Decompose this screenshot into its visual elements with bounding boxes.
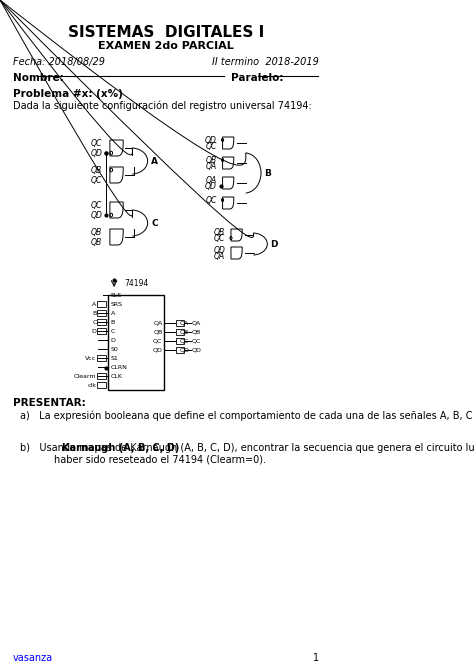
Bar — [109, 295, 164, 390]
Bar — [97, 355, 106, 361]
Text: QD: QD — [91, 149, 102, 157]
Text: QC: QC — [180, 338, 189, 344]
Bar — [176, 347, 184, 353]
Text: Problema #x: (x%): Problema #x: (x%) — [13, 89, 122, 99]
Text: vasanza: vasanza — [13, 653, 53, 663]
Text: QA: QA — [192, 320, 201, 326]
Text: Dada la siguiente configuración del registro universal 74194:: Dada la siguiente configuración del regi… — [13, 100, 311, 111]
Text: A: A — [92, 302, 97, 306]
Text: A: A — [151, 157, 158, 165]
Bar — [176, 338, 184, 344]
Text: II termino  2018-2019: II termino 2018-2019 — [212, 57, 319, 67]
Text: CLK: CLK — [110, 373, 123, 379]
Bar — [97, 328, 106, 334]
Bar — [97, 382, 106, 388]
Text: QC: QC — [206, 196, 217, 204]
Text: QD: QD — [205, 135, 217, 145]
Text: A: A — [110, 310, 115, 316]
Text: C: C — [92, 320, 97, 324]
Text: QB: QB — [206, 155, 217, 165]
Text: C: C — [110, 328, 115, 334]
Text: a)   La expresión booleana que define el comportamiento de cada una de las señal: a) La expresión booleana que define el c… — [19, 411, 474, 421]
Text: QA: QA — [206, 161, 217, 170]
Text: 1: 1 — [313, 653, 319, 663]
Bar — [97, 310, 106, 316]
Text: QD: QD — [153, 348, 163, 352]
Bar — [97, 301, 106, 307]
Text: QB: QB — [153, 330, 163, 334]
Text: QD: QD — [91, 210, 102, 220]
Text: QA: QA — [153, 320, 163, 326]
Text: QB: QB — [180, 330, 189, 334]
Text: Vcc: Vcc — [85, 356, 97, 360]
Text: B: B — [92, 310, 97, 316]
Text: Karnaugh (A, B, C, D): Karnaugh (A, B, C, D) — [62, 443, 179, 453]
Text: QB: QB — [214, 228, 225, 237]
Text: QB: QB — [91, 228, 102, 237]
Text: C: C — [151, 218, 158, 228]
Text: Paralelo:: Paralelo: — [231, 73, 287, 83]
Text: clk: clk — [88, 383, 97, 387]
Text: SISTEMAS  DIGITALES I: SISTEMAS DIGITALES I — [68, 25, 264, 40]
Text: QA: QA — [214, 251, 225, 261]
Text: CLRN: CLRN — [110, 364, 128, 369]
Text: b)   Usando mapas de Karnaugh (A, B, C, D), encontrar la secuencia que genera el: b) Usando mapas de Karnaugh (A, B, C, D)… — [19, 443, 474, 453]
Text: QC: QC — [91, 200, 102, 210]
Text: QD: QD — [213, 245, 225, 255]
Text: QC: QC — [206, 141, 217, 151]
Bar — [97, 319, 106, 325]
Text: S0: S0 — [110, 346, 118, 352]
Text: QC: QC — [153, 338, 163, 344]
Text: B: B — [110, 320, 115, 324]
Bar — [97, 373, 106, 379]
Text: QC: QC — [91, 139, 102, 147]
Text: 74194: 74194 — [124, 279, 149, 287]
Text: PRESENTAR:: PRESENTAR: — [13, 398, 85, 408]
Text: QB: QB — [192, 330, 201, 334]
Text: QC: QC — [91, 176, 102, 184]
Text: QC: QC — [214, 234, 225, 243]
Text: haber sido reseteado el 74194 (Clearm=0).: haber sido reseteado el 74194 (Clearm=0)… — [29, 454, 266, 464]
Text: D: D — [110, 338, 116, 342]
Text: Clearm: Clearm — [74, 373, 97, 379]
Text: S1: S1 — [110, 356, 118, 360]
Text: Nombre:: Nombre: — [13, 73, 67, 83]
Text: Fecha: 2018/08/29: Fecha: 2018/08/29 — [13, 57, 105, 67]
Text: QA: QA — [180, 320, 189, 326]
Text: QB: QB — [91, 237, 102, 247]
Text: B: B — [264, 168, 272, 178]
Text: QB: QB — [91, 165, 102, 174]
Text: QA: QA — [206, 176, 217, 184]
Text: QD: QD — [205, 182, 217, 190]
Text: SRS: SRS — [110, 302, 123, 306]
Text: D: D — [270, 239, 278, 249]
Text: QD: QD — [192, 348, 201, 352]
Text: SLS: SLS — [110, 293, 122, 297]
Bar — [176, 329, 184, 335]
Bar — [176, 320, 184, 326]
Text: QD: QD — [180, 348, 190, 352]
Text: QC: QC — [192, 338, 201, 344]
Text: D: D — [91, 328, 97, 334]
Text: EXAMEN 2do PARCIAL: EXAMEN 2do PARCIAL — [98, 41, 234, 51]
